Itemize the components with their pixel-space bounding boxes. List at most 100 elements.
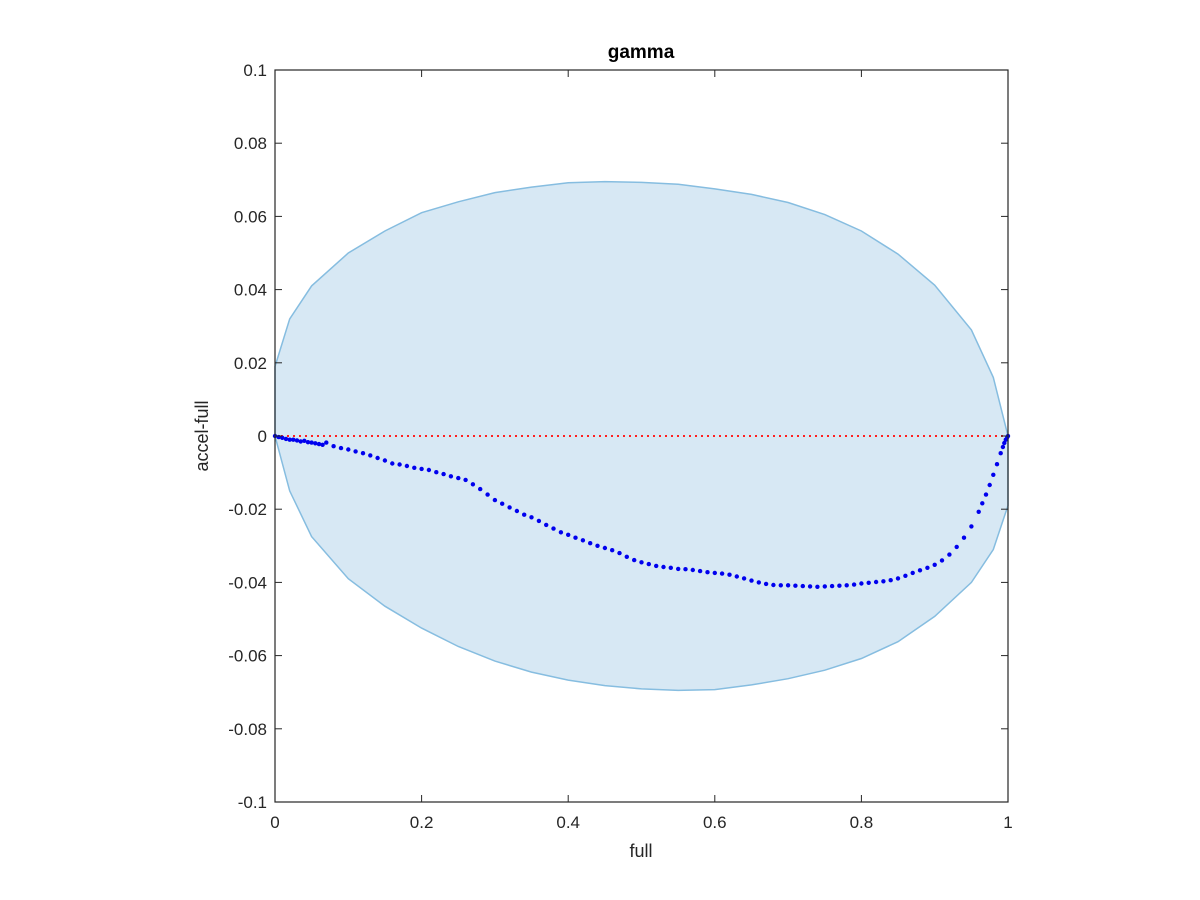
y-tick-label: -0.02 [228, 500, 267, 519]
data-point [668, 565, 673, 570]
data-point [646, 561, 651, 567]
data-point [331, 444, 336, 449]
data-point [287, 437, 292, 442]
data-point [360, 451, 366, 456]
y-tick-label: 0.06 [234, 207, 267, 226]
data-point [829, 583, 835, 589]
data-point [800, 583, 805, 589]
data-point [434, 470, 439, 475]
data-point [602, 545, 608, 551]
data-point [426, 467, 432, 473]
data-point [815, 584, 820, 589]
data-point [419, 466, 424, 472]
data-point [785, 583, 791, 588]
data-point [771, 582, 776, 588]
data-point [895, 576, 901, 581]
x-tick-label: 0.2 [410, 813, 434, 832]
x-axis-label: full [629, 841, 652, 861]
data-point [763, 581, 769, 587]
data-point [1002, 440, 1007, 446]
data-point [741, 576, 747, 581]
data-point [756, 580, 761, 585]
data-point [302, 438, 307, 443]
data-point [448, 474, 454, 479]
data-point [932, 562, 937, 567]
y-tick-label: 0.1 [243, 61, 267, 80]
data-point [485, 492, 490, 497]
data-point [529, 515, 534, 520]
data-point [734, 574, 739, 579]
data-point [544, 522, 549, 528]
data-point [298, 439, 303, 444]
data-point [280, 435, 285, 440]
data-point [353, 449, 358, 454]
data-point [478, 486, 483, 492]
y-axis-ticks: 0.1 0.08 0.06 0.04 0.02 0 -0.02 -0.04 -0.06 -0.08… [228, 61, 1008, 812]
data-point [514, 508, 520, 514]
data-point [976, 509, 981, 514]
data-point [961, 535, 967, 540]
data-point [873, 579, 879, 585]
data-point [470, 482, 476, 487]
data-point [632, 557, 637, 563]
y-tick-label: 0.08 [234, 134, 267, 153]
data-point [881, 579, 886, 584]
data-point [522, 512, 527, 517]
data-point [851, 582, 857, 587]
data-point [654, 563, 659, 569]
data-point [778, 583, 783, 588]
data-point [822, 584, 827, 589]
chart-title: gamma [608, 42, 675, 63]
x-tick-label: 0.4 [556, 813, 580, 832]
x-axis-ticks: 0 0.2 0.4 0.6 0.8 1 [270, 70, 1013, 832]
data-point [925, 565, 930, 570]
data-point [382, 458, 388, 463]
data-point [980, 501, 985, 506]
data-point [793, 583, 798, 588]
data-point [320, 442, 325, 447]
data-point [558, 530, 564, 535]
data-point [697, 568, 703, 574]
data-point [617, 550, 622, 556]
data-point [338, 445, 344, 451]
data-point [390, 461, 395, 466]
data-point [412, 465, 417, 470]
data-point [492, 497, 498, 503]
data-point [375, 455, 380, 461]
data-point [712, 570, 717, 576]
data-point [639, 560, 644, 565]
data-point [573, 535, 578, 540]
data-point [566, 532, 571, 537]
data-point [324, 440, 329, 445]
data-point [998, 451, 1003, 456]
data-point [676, 566, 681, 572]
data-point [283, 436, 289, 442]
data-point [305, 440, 311, 445]
data-point [727, 572, 732, 577]
y-tick-label: 0 [258, 427, 267, 446]
data-point [749, 578, 754, 583]
data-point [719, 571, 725, 576]
data-point [291, 437, 296, 442]
y-tick-label: -0.1 [238, 793, 267, 812]
data-point [316, 441, 322, 447]
data-point [368, 453, 373, 458]
data-point [588, 541, 593, 546]
data-points [272, 433, 1011, 589]
data-point [983, 492, 989, 497]
data-point [939, 558, 945, 563]
y-tick-label: -0.08 [228, 720, 267, 739]
data-point [309, 440, 314, 445]
data-point [859, 581, 864, 586]
x-tick-label: 0 [270, 813, 279, 832]
x-tick-label: 0.8 [850, 813, 874, 832]
data-point [837, 583, 842, 588]
data-point [463, 477, 468, 483]
y-tick-label: -0.06 [228, 647, 267, 666]
x-tick-label: 1 [1003, 813, 1012, 832]
data-point [917, 568, 923, 573]
data-point [1000, 444, 1006, 450]
y-axis-label: accel-full [192, 400, 212, 471]
data-point [624, 554, 629, 559]
